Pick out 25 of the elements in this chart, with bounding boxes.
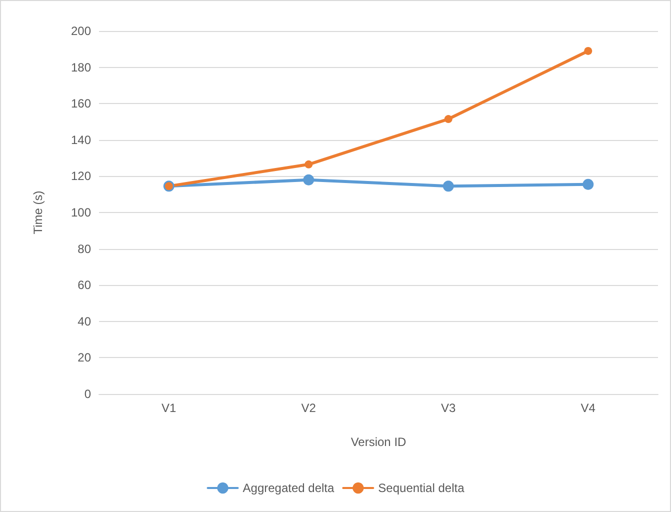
y-tick-label: 20 [78, 350, 92, 365]
y-tick-label: 40 [78, 314, 92, 328]
y-tick-label: 200 [70, 24, 92, 38]
y-tick-label: 160 [70, 96, 92, 111]
point [584, 46, 592, 55]
x-axis-title: Version ID [350, 435, 407, 449]
y-tick-label: 120 [70, 169, 92, 184]
point [442, 180, 454, 192]
y-tick-label: 140 [70, 132, 92, 147]
y-tick-label: 0 [84, 387, 92, 401]
y-tick-label: 180 [70, 60, 92, 74]
point [582, 178, 594, 190]
x-tick-label: V4 [580, 401, 596, 415]
legend-label: Aggregated delta [242, 481, 334, 495]
y-tick-label: 80 [78, 242, 92, 256]
point [304, 160, 313, 168]
point [303, 174, 314, 186]
point [444, 115, 452, 124]
y-axis-title: Time (s) [31, 190, 45, 234]
y-tick-label: 60 [78, 278, 92, 292]
x-tick-label: V3 [441, 401, 456, 415]
y-tick-label: 100 [70, 206, 92, 220]
x-tick-label: V2 [301, 401, 316, 415]
x-tick-label: V1 [162, 401, 177, 415]
legend-label: Sequential delta [378, 481, 465, 495]
